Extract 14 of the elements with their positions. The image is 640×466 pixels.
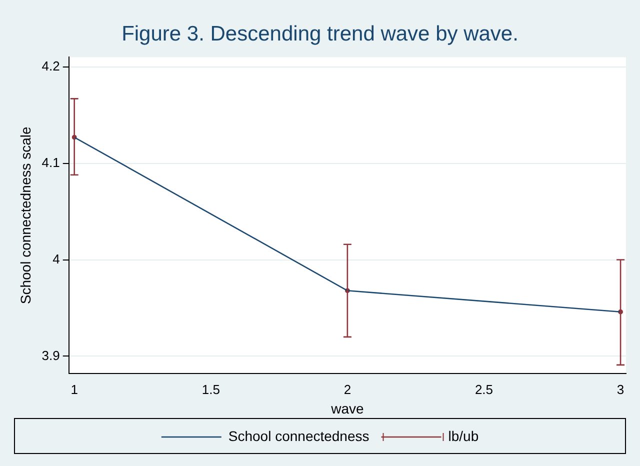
y-tick-label: 4.2 (42, 58, 60, 74)
x-tick-label: 1.5 (202, 382, 220, 397)
x-tick-label: 1 (70, 382, 78, 397)
x-tick-label: 2.5 (474, 382, 494, 397)
legend-label: School connectedness (228, 428, 370, 444)
y-axis-title: School connectedness scale (17, 126, 34, 304)
chart-title: Figure 3. Descending trend wave by wave. (122, 22, 518, 46)
y-tick-label: 4.1 (42, 154, 60, 170)
x-axis-title: wave (330, 400, 364, 416)
x-tick-label: 3 (616, 382, 624, 397)
y-tick-label: 3.9 (42, 348, 60, 363)
y-tick-label: 4 (52, 251, 60, 266)
x-tick-label: 2 (344, 382, 352, 397)
legend-label: lb/ub (448, 428, 479, 444)
